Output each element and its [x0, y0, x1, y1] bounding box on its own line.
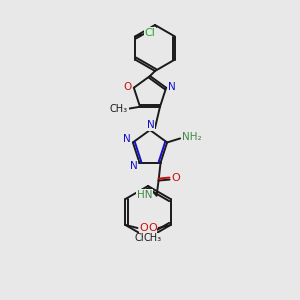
Text: O: O — [139, 223, 148, 233]
Text: CH₃: CH₃ — [143, 233, 162, 243]
Text: N: N — [123, 134, 131, 144]
Text: O: O — [124, 82, 132, 92]
Text: HN: HN — [137, 190, 152, 200]
Text: N: N — [147, 120, 155, 130]
Text: CH₃: CH₃ — [134, 233, 152, 243]
Text: Cl: Cl — [145, 28, 155, 38]
Text: CH₃: CH₃ — [110, 104, 128, 114]
Text: N: N — [130, 160, 137, 171]
Text: O: O — [148, 223, 157, 233]
Text: NH₂: NH₂ — [182, 132, 202, 142]
Text: O: O — [171, 172, 180, 183]
Text: N: N — [168, 82, 176, 92]
